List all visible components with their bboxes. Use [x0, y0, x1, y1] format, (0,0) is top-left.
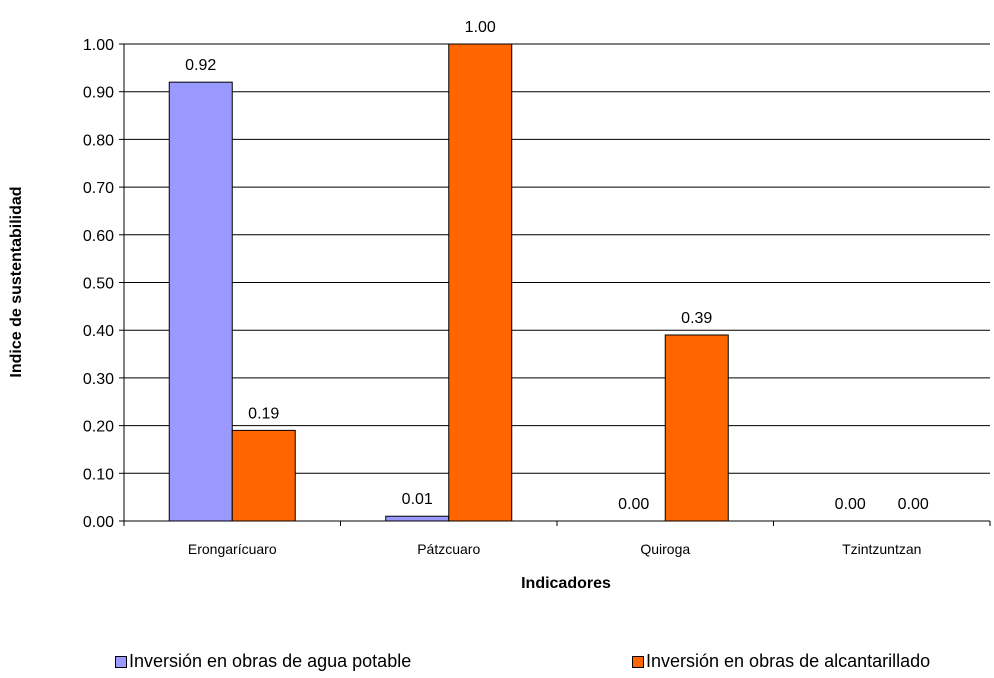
y-axis-title: Indice de sustentabilidad — [8, 186, 25, 377]
y-tick-label: 0.40 — [83, 323, 114, 340]
data-label: 0.01 — [402, 491, 433, 508]
x-axis-categories: Erongarícuaro Pátzcuaro Quiroga Tzintzuntza… — [188, 541, 922, 557]
data-label: 0.00 — [898, 496, 929, 513]
legend-item-alcantarillado: Inversión en obras de alcantarillado — [632, 651, 930, 672]
legend-label-agua-potable: Inversión en obras de agua potable — [129, 651, 412, 671]
x-category-label: Pátzcuaro — [417, 541, 480, 557]
legend-swatch-alcantarillado — [632, 655, 644, 668]
x-category-label: Tzintzuntzan — [842, 541, 921, 557]
y-tick-label: 1.00 — [83, 37, 114, 54]
x-category-label: Quiroga — [640, 541, 690, 557]
data-label: 0.00 — [618, 496, 649, 513]
bar — [231, 429, 296, 522]
y-tick-label: 0.80 — [83, 132, 114, 149]
data-label: 1.00 — [465, 19, 496, 36]
y-tick-label: 0.10 — [83, 466, 114, 483]
legend-label-alcantarillado: Inversión en obras de alcantarillado — [646, 651, 931, 671]
y-tick-label: 0.20 — [83, 419, 114, 436]
legend-swatch-agua-potable — [115, 655, 127, 668]
legend-item-agua-potable: Inversión en obras de agua potable — [115, 651, 411, 672]
bar — [385, 515, 450, 522]
bars — [168, 43, 729, 522]
y-axis-ticks: 0.00 0.10 0.20 0.30 0.40 0.50 0.60 0.70 0.80 0.90… — [83, 37, 114, 531]
x-axis-title: Indicadores — [521, 575, 611, 592]
y-tick-label: 0.30 — [83, 371, 114, 388]
data-label: 0.39 — [681, 310, 712, 327]
data-label: 0.92 — [185, 57, 216, 74]
y-tick-label: 0.90 — [83, 85, 114, 102]
y-tick-label: 0.00 — [83, 514, 114, 531]
data-label: 0.19 — [248, 405, 279, 422]
x-category-label: Erongarícuaro — [188, 541, 277, 557]
data-labels: 0.92 0.19 0.01 1.00 0.00 0.39 0.00 0.00 — [185, 19, 929, 513]
gridlines — [124, 43, 990, 474]
axes — [119, 43, 991, 526]
bar — [448, 43, 513, 522]
bar — [664, 334, 729, 522]
y-tick-label: 0.60 — [83, 228, 114, 245]
y-tick-label: 0.70 — [83, 180, 114, 197]
data-label: 0.00 — [835, 496, 866, 513]
y-tick-label: 0.50 — [83, 276, 114, 293]
bar-chart: 0.00 0.10 0.20 0.30 0.40 0.50 0.60 0.70 0.80 0.90… — [8, 19, 991, 592]
bar — [168, 81, 233, 522]
